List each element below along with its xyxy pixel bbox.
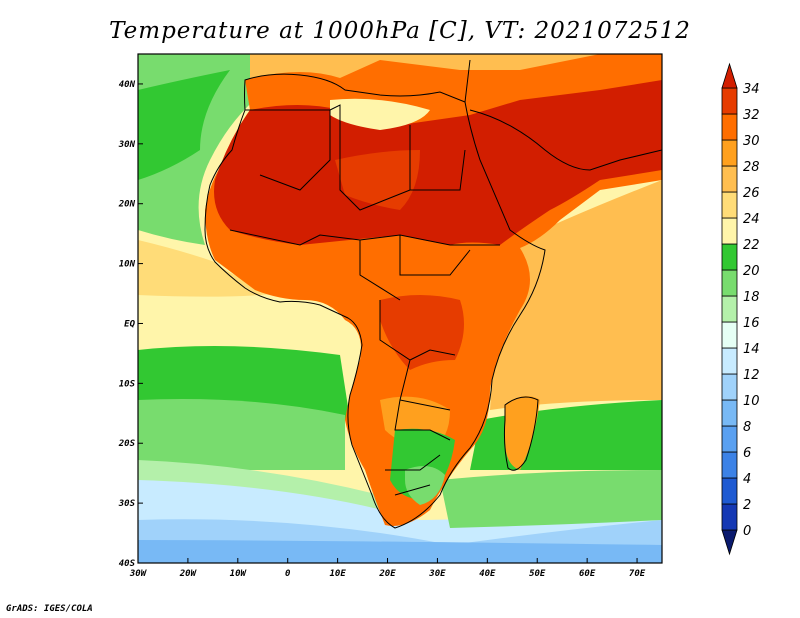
colorbar-label: 10: [743, 394, 760, 409]
lat-tick-label: EQ: [124, 319, 135, 329]
lat-tick-label: 20N: [118, 200, 136, 210]
colorbar-swatch: [721, 347, 738, 375]
colorbar-swatch: [721, 503, 738, 531]
colorbar-swatch: [721, 113, 738, 141]
latitude-ticks: 40N 30N 20N 10N EQ 10S 20S 30S 40S: [118, 80, 143, 569]
colorbar-label: 0: [743, 524, 751, 539]
colorbar-label: 28: [743, 160, 760, 175]
lon-tick-label: 10E: [329, 569, 346, 579]
lon-tick-label: 40E: [479, 569, 496, 579]
colorbar-label: 24: [743, 212, 760, 227]
lon-tick-label: 30W: [129, 569, 148, 579]
colorbar-swatch: [721, 295, 738, 323]
colorbar-swatch: [721, 62, 738, 89]
colorbar-swatch: [721, 243, 738, 271]
colorbar-label: 18: [743, 290, 760, 305]
temperature-field: [138, 54, 662, 563]
lat-tick-label: 30N: [118, 140, 136, 150]
lat-tick-label: 30S: [118, 499, 136, 509]
lon-tick-label: 20W: [179, 569, 198, 579]
colorbar-swatch: [721, 87, 738, 115]
colorbar-swatch: [721, 529, 738, 556]
lat-tick-label: 10N: [119, 260, 136, 270]
colorbar-swatch: [721, 477, 738, 505]
colorbar-swatch: [721, 269, 738, 297]
colorbar-label: 32: [743, 108, 760, 123]
colorbar-swatch: [721, 217, 738, 245]
lat-tick-label: 10S: [119, 379, 136, 389]
colorbar-swatch: [721, 139, 738, 167]
credit-label: GrADS: IGES/COLA: [6, 604, 93, 614]
colorbar-label: 30: [743, 134, 760, 149]
colorbar-label: 14: [743, 342, 760, 357]
colorbar-swatch: [721, 165, 738, 193]
colorbar-swatch: [721, 425, 738, 453]
colorbar-label: 2: [743, 498, 751, 513]
lon-tick-label: 20E: [378, 569, 396, 579]
colorbar-swatch: [721, 451, 738, 479]
lon-tick-label: 10W: [230, 569, 248, 579]
colorbar-label: 12: [743, 368, 760, 383]
colorbar-label: 26: [743, 186, 760, 201]
colorbar-label: 16: [743, 316, 760, 331]
lon-tick-label: 0: [285, 569, 291, 579]
lat-tick-label: 40S: [119, 559, 136, 569]
colorbar-label: 22: [743, 238, 760, 253]
lat-tick-label: 20S: [118, 439, 136, 449]
lon-tick-label: 70E: [629, 569, 646, 579]
coastlines: [204, 59, 662, 529]
lon-tick-label: 50E: [529, 569, 546, 579]
colorbar-swatch: [721, 373, 738, 401]
colorbar-swatch: [721, 321, 738, 349]
longitude-ticks: 30W 20W 10W 0 10E 20E 30E 40E 50E 60E 70E: [129, 558, 646, 579]
colorbar-label: 6: [743, 446, 751, 461]
colorbar-label: 4: [743, 472, 751, 487]
lat-tick-label: 40N: [119, 80, 136, 90]
colorbar-label: 20: [743, 264, 760, 279]
lon-tick-label: 30E: [428, 569, 446, 579]
lon-tick-label: 60E: [579, 569, 596, 579]
map-title: Temperature at 1000hPa [C], VT: 20210725…: [109, 18, 691, 44]
map-frame: [137, 53, 663, 564]
colorbar-swatch: [721, 191, 738, 219]
colorbar-label: 8: [743, 420, 751, 435]
colorbar-swatch: [721, 399, 738, 427]
colorbar-label: 34: [743, 82, 760, 97]
